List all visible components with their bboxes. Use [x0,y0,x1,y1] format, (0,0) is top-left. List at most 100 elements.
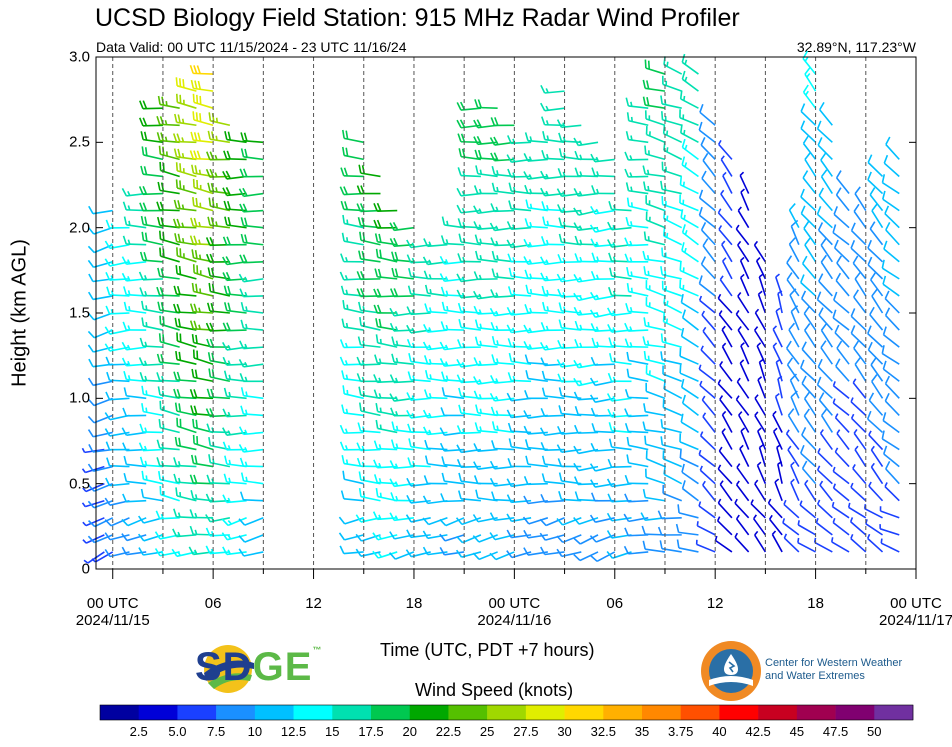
wind-barb [441,387,465,400]
colorbar-swatch [603,705,643,720]
wind-barb [87,312,114,321]
y-tick-label: 0.5 [69,475,90,493]
wind-barb [222,236,247,246]
wind-barb [224,216,247,229]
wind-barb [472,551,498,561]
wind-barb [490,289,515,299]
wind-barb [205,168,230,178]
wind-barb [735,514,750,536]
wind-barb [238,426,264,436]
x-axis-label: Time (UTC, PDT +7 hours) [380,640,595,660]
wind-barb [804,66,817,92]
wind-barb [662,227,683,246]
wind-barb [506,494,532,504]
wind-barb [850,325,867,348]
wind-barb [456,187,481,197]
wind-barb [190,217,214,229]
wind-barb [375,318,398,331]
wind-barb [159,485,180,502]
wind-barb [717,208,733,229]
wind-barb [757,290,767,314]
wind-barb [540,442,565,452]
wind-barb [702,238,716,263]
wind-barb [342,470,364,485]
wind-barb [660,333,682,348]
wind-barb [141,403,164,417]
wind-barb [439,517,465,527]
wind-barb [389,322,414,332]
wind-barb [591,252,615,263]
wind-barb [190,79,214,92]
wind-barb [883,445,900,468]
wind-barb [373,202,398,212]
wind-barb [785,429,800,451]
wind-barb [525,199,548,212]
wind-barb [491,440,515,451]
wind-barb [558,132,582,144]
wind-barb [224,455,247,468]
wind-barb [885,136,900,160]
wind-barb [240,148,264,161]
wind-barb [775,307,783,331]
wind-barb [139,423,163,434]
wind-barb [717,379,733,399]
wind-barb [139,202,163,212]
wind-barb [850,534,867,553]
colorbar-swatch [332,705,372,720]
wind-barb [474,99,498,109]
wind-barb [645,126,666,144]
wind-barb [607,458,632,468]
wind-barb [473,135,498,146]
wind-barb [591,185,615,195]
wind-barb [523,238,548,248]
wind-barb [757,376,767,399]
colorbar-swatch [448,705,488,720]
wind-barb [590,153,615,163]
wind-barb [406,494,431,504]
wind-barb [850,222,867,246]
wind-barb [756,342,767,365]
wind-barb [391,353,415,365]
wind-barb [523,153,548,162]
wind-barb [190,454,214,468]
wind-barb [456,459,481,469]
wind-barb [626,436,649,451]
wind-barb [788,322,800,348]
wind-barb [884,290,900,314]
wind-barb [490,117,515,127]
wind-barb [830,537,850,553]
colorbar [99,704,914,721]
wind-barb [358,164,381,178]
wind-barb [540,272,565,282]
wind-barb [754,411,767,433]
colorbar-tick-label: 30 [557,724,572,739]
wind-barb [756,461,767,484]
wind-barb [507,422,532,434]
wind-barb [820,152,833,177]
wind-barb [884,205,900,229]
wind-barb [680,293,699,314]
wind-barb [441,216,465,229]
wind-barb [772,410,783,433]
wind-barbs [81,50,900,564]
wind-barb [753,326,767,348]
colorbar-tick-label: 2.5 [129,724,148,739]
wind-barb [238,517,264,526]
wind-barb [489,512,515,522]
wind-barb [87,243,114,254]
wind-barb [121,546,147,556]
colorbar-swatch [796,705,836,720]
wind-barb [223,200,247,212]
wind-barb [717,498,733,519]
colorbar-tick-label: 20 [402,724,417,739]
wind-barb [643,266,666,280]
wind-barb [541,201,565,212]
wind-barb [870,445,884,468]
wind-barb [239,168,264,178]
wind-barb [473,221,498,230]
wind-barb [208,112,231,127]
wind-barb [813,537,833,553]
wind-barb [719,275,733,297]
wind-barb [801,460,817,485]
wind-barb [375,334,398,348]
